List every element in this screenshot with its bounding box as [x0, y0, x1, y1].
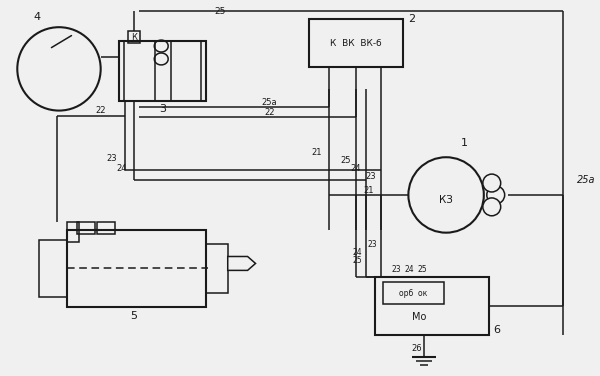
- Text: 25а: 25а: [262, 98, 277, 107]
- Bar: [67, 230, 206, 307]
- Text: 25: 25: [353, 256, 362, 265]
- Text: 21: 21: [312, 148, 322, 157]
- Bar: [77, 222, 95, 233]
- Text: КЗ: КЗ: [439, 195, 453, 205]
- Text: орб  ок: орб ок: [399, 289, 428, 298]
- Text: 21: 21: [364, 186, 374, 196]
- Text: 24: 24: [404, 265, 414, 274]
- Text: 22: 22: [95, 106, 106, 115]
- Text: 4: 4: [34, 12, 41, 22]
- Text: 22: 22: [264, 108, 275, 117]
- Text: 25: 25: [418, 265, 427, 274]
- Text: К: К: [131, 33, 137, 42]
- Text: 24: 24: [353, 248, 362, 257]
- Circle shape: [483, 174, 501, 192]
- Bar: [128, 31, 140, 43]
- Text: 23: 23: [392, 265, 401, 274]
- Text: 25а: 25а: [577, 175, 596, 185]
- Text: 2: 2: [408, 14, 415, 24]
- Bar: [124, 41, 155, 101]
- Text: 24: 24: [350, 164, 361, 173]
- Polygon shape: [228, 256, 256, 270]
- Circle shape: [483, 198, 501, 216]
- Bar: [374, 277, 489, 335]
- Text: 23: 23: [365, 171, 376, 180]
- Text: 23: 23: [368, 240, 377, 249]
- Text: 25: 25: [341, 156, 351, 165]
- Bar: [309, 19, 403, 67]
- Bar: [119, 41, 206, 101]
- Bar: [67, 222, 79, 242]
- Circle shape: [409, 157, 484, 233]
- Text: 6: 6: [493, 325, 500, 335]
- Text: 5: 5: [130, 311, 137, 321]
- Text: Мо: Мо: [412, 312, 427, 322]
- Text: 25: 25: [214, 8, 226, 16]
- Circle shape: [17, 27, 101, 111]
- Text: 3: 3: [159, 104, 166, 114]
- Text: 24: 24: [116, 164, 127, 173]
- Bar: [383, 282, 444, 304]
- Bar: [97, 222, 115, 233]
- Circle shape: [487, 186, 505, 204]
- Bar: [171, 41, 201, 101]
- Text: 26: 26: [411, 344, 422, 353]
- Text: 1: 1: [460, 138, 467, 149]
- Bar: [39, 240, 67, 297]
- Bar: [206, 244, 228, 293]
- Text: К  ВК  ВК-б: К ВК ВК-б: [331, 39, 382, 48]
- Text: 23: 23: [106, 154, 116, 163]
